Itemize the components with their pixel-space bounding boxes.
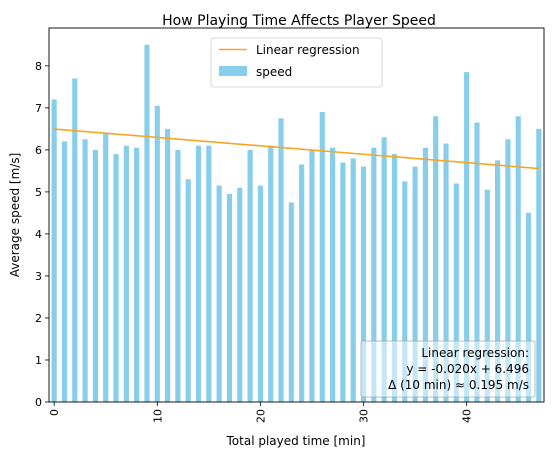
bar xyxy=(360,166,367,402)
y-tick-label: 7 xyxy=(35,102,42,115)
annotation-line-1: Linear regression: xyxy=(421,346,529,360)
bar xyxy=(247,149,253,402)
bar xyxy=(82,139,88,402)
plot-frame xyxy=(48,27,545,403)
y-tick-label: 3 xyxy=(35,270,42,283)
regression-line xyxy=(54,128,539,170)
bar-series xyxy=(51,44,542,403)
bar xyxy=(72,78,78,402)
bar xyxy=(288,202,294,402)
x-axis-label: Total played time [min] xyxy=(226,434,366,448)
y-tick-label: 5 xyxy=(35,186,42,199)
bar xyxy=(433,116,439,402)
bar xyxy=(453,183,459,402)
x-tick-label: 10 xyxy=(151,409,164,423)
x-tick-label: 0 xyxy=(48,409,61,416)
bar xyxy=(330,147,336,402)
legend-bar-swatch xyxy=(219,66,247,76)
bar xyxy=(257,185,263,402)
x-axis: 0 10 20 30 40 xyxy=(48,402,474,423)
bar xyxy=(391,154,398,402)
bar xyxy=(92,149,98,402)
bar xyxy=(495,160,501,402)
y-tick-label: 8 xyxy=(35,60,42,73)
bar xyxy=(319,112,325,402)
bar xyxy=(268,145,274,403)
bar xyxy=(381,137,387,402)
bar xyxy=(536,128,542,402)
bar xyxy=(51,99,57,402)
chart-title: How Playing Time Affects Player Speed xyxy=(162,13,436,29)
legend-label-speed: speed xyxy=(256,65,292,79)
legend: Linear regression speed xyxy=(210,37,383,88)
bar xyxy=(278,118,284,402)
bar xyxy=(185,179,191,402)
bar xyxy=(103,133,109,402)
bar xyxy=(402,181,408,402)
bar xyxy=(515,116,521,402)
annotation-line-2: y = -0.020x + 6.496 xyxy=(406,362,529,376)
annotation-box: Linear regression: y = -0.020x + 6.496 Δ… xyxy=(360,340,536,398)
y-tick-label: 1 xyxy=(35,354,42,367)
bar xyxy=(216,185,222,402)
bar xyxy=(134,147,140,402)
bar xyxy=(237,187,243,402)
bar xyxy=(226,193,233,402)
bar xyxy=(422,147,428,402)
bar xyxy=(464,72,470,402)
bar xyxy=(206,145,212,403)
bar xyxy=(165,128,171,402)
bar xyxy=(61,141,68,402)
bar xyxy=(144,44,150,402)
bar xyxy=(371,147,377,402)
bar xyxy=(123,145,129,403)
y-tick-label: 6 xyxy=(35,144,42,157)
annotation-frame xyxy=(360,340,536,398)
bar xyxy=(175,149,181,402)
bar xyxy=(299,164,305,402)
bar xyxy=(474,122,480,402)
bar xyxy=(505,139,511,402)
x-tick-label: 30 xyxy=(358,409,371,423)
bar xyxy=(195,145,202,403)
y-tick-label: 2 xyxy=(35,312,42,325)
bar xyxy=(412,166,418,402)
bar xyxy=(443,143,449,402)
bar xyxy=(350,158,356,402)
y-tick-label: 4 xyxy=(35,228,42,241)
bar xyxy=(484,189,490,402)
legend-label-regression: Linear regression xyxy=(256,43,360,57)
x-tick-label: 20 xyxy=(254,409,267,423)
annotation-line-3: Δ (10 min) ≈ 0.195 m/s xyxy=(388,378,529,392)
y-axis-label: Average speed [m/s] xyxy=(8,153,22,278)
x-tick-label: 40 xyxy=(461,409,474,423)
bar xyxy=(113,154,119,402)
bar xyxy=(154,105,160,402)
y-axis: 0 1 2 3 4 5 6 7 8 xyxy=(35,60,49,409)
bar xyxy=(525,212,532,402)
bar xyxy=(309,149,315,402)
y-tick-label: 0 xyxy=(35,396,42,409)
legend-box xyxy=(210,37,383,88)
bar xyxy=(340,162,346,402)
